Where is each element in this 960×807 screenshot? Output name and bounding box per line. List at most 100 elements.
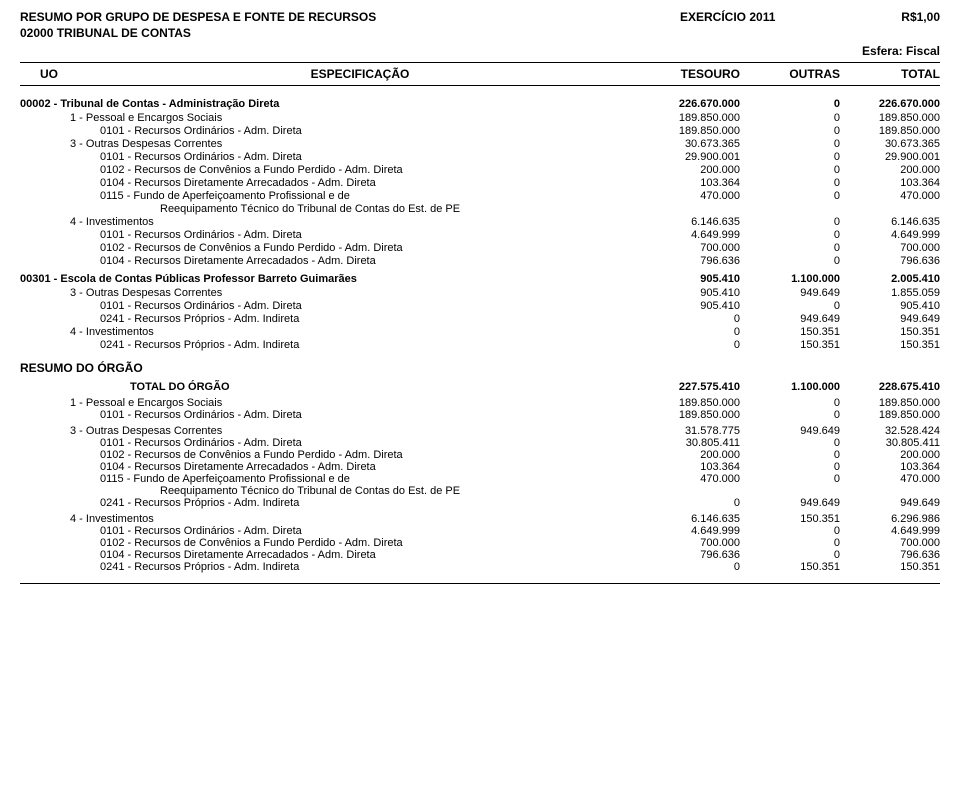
detail-label: 0104 - Recursos Diretamente Arrecadados …	[20, 461, 640, 473]
cell: 0	[740, 98, 840, 110]
cell: 0	[740, 229, 840, 241]
detail-row: 0115 - Fundo de Aperfeiçoamento Profissi…	[20, 190, 940, 202]
cell: 700.000	[640, 537, 740, 549]
cell: 0	[740, 112, 840, 124]
cell: 470.000	[640, 190, 740, 202]
group-row: 4 - Investimentos 6.146.635 150.351 6.29…	[20, 513, 940, 525]
detail-row: 0101 - Recursos Ordinários - Adm. Direta…	[20, 437, 940, 449]
detail-label: 0104 - Recursos Diretamente Arrecadados …	[20, 549, 640, 561]
cell: 0	[740, 437, 840, 449]
cell: 796.636	[840, 549, 940, 561]
cell: 949.649	[740, 287, 840, 299]
cell: 150.351	[840, 326, 940, 338]
cell: 103.364	[640, 177, 740, 189]
detail-label: 0104 - Recursos Diretamente Arrecadados …	[20, 177, 640, 189]
cell: 0	[740, 255, 840, 267]
group-row: 4 - Investimentos 6.146.635 0 6.146.635	[20, 216, 940, 228]
unit-00002: 00002 - Tribunal de Contas - Administraç…	[20, 98, 940, 110]
detail-row: 0104 - Recursos Diretamente Arrecadados …	[20, 255, 940, 267]
bottom-rule	[20, 583, 940, 584]
cell: 150.351	[840, 561, 940, 573]
cell: 0	[740, 537, 840, 549]
detail-label-cont: Reequipamento Técnico do Tribunal de Con…	[20, 485, 940, 497]
cell: 6.146.635	[640, 513, 740, 525]
detail-label: 0101 - Recursos Ordinários - Adm. Direta	[20, 229, 640, 241]
cell: 189.850.000	[840, 397, 940, 409]
cell: 700.000	[840, 537, 940, 549]
detail-row: 0102 - Recursos de Convênios a Fundo Per…	[20, 242, 940, 254]
cell: 0	[740, 449, 840, 461]
cell: 905.410	[640, 287, 740, 299]
detail-label: 0104 - Recursos Diretamente Arrecadados …	[20, 255, 640, 267]
cell: 200.000	[840, 164, 940, 176]
group-row: 3 - Outras Despesas Correntes 31.578.775…	[20, 425, 940, 437]
cell: 189.850.000	[640, 409, 740, 421]
cell: 949.649	[840, 497, 940, 509]
cell: 103.364	[640, 461, 740, 473]
esfera-label: Esfera: Fiscal	[20, 44, 940, 58]
cell: 200.000	[640, 164, 740, 176]
detail-row: 0241 - Recursos Próprios - Adm. Indireta…	[20, 497, 940, 509]
cell: 103.364	[840, 177, 940, 189]
group-row: 1 - Pessoal e Encargos Sociais 189.850.0…	[20, 112, 940, 124]
cell: 1.100.000	[740, 381, 840, 393]
cell: 470.000	[840, 190, 940, 202]
cell: 200.000	[640, 449, 740, 461]
detail-row: 0104 - Recursos Diretamente Arrecadados …	[20, 549, 940, 561]
detail-label: 0241 - Recursos Próprios - Adm. Indireta	[20, 561, 640, 573]
cell: 6.296.986	[840, 513, 940, 525]
detail-label: 0102 - Recursos de Convênios a Fundo Per…	[20, 164, 640, 176]
cell: 0	[740, 397, 840, 409]
cell: 796.636	[640, 549, 740, 561]
cell: 949.649	[740, 497, 840, 509]
cell: 189.850.000	[840, 409, 940, 421]
group-row: 1 - Pessoal e Encargos Sociais 189.850.0…	[20, 397, 940, 409]
detail-row: 0241 - Recursos Próprios - Adm. Indireta…	[20, 339, 940, 351]
group-label: 3 - Outras Despesas Correntes	[20, 138, 640, 150]
cell: 29.900.001	[840, 151, 940, 163]
group-row: 3 - Outras Despesas Correntes 905.410 94…	[20, 287, 940, 299]
cell: 949.649	[740, 425, 840, 437]
detail-label: 0102 - Recursos de Convênios a Fundo Per…	[20, 537, 640, 549]
title-left: RESUMO POR GRUPO DE DESPESA E FONTE DE R…	[20, 10, 680, 24]
col-tesouro: TESOURO	[640, 67, 740, 81]
detail-row: 0241 - Recursos Próprios - Adm. Indireta…	[20, 313, 940, 325]
cell: 6.146.635	[640, 216, 740, 228]
total-label: TOTAL DO ÓRGÃO	[20, 381, 640, 393]
cell: 200.000	[840, 449, 940, 461]
detail-label: 0101 - Recursos Ordinários - Adm. Direta	[20, 300, 640, 312]
cell: 0	[640, 497, 740, 509]
cell: 0	[740, 216, 840, 228]
detail-label: 0101 - Recursos Ordinários - Adm. Direta	[20, 125, 640, 137]
org-subtitle: 02000 TRIBUNAL DE CONTAS	[20, 26, 940, 40]
group-label: 4 - Investimentos	[20, 513, 640, 525]
detail-label: 0241 - Recursos Próprios - Adm. Indireta	[20, 313, 640, 325]
col-spec: ESPECIFICAÇÃO	[80, 67, 640, 81]
detail-label-cont: Reequipamento Técnico do Tribunal de Con…	[20, 203, 940, 215]
detail-row: 0102 - Recursos de Convênios a Fundo Per…	[20, 164, 940, 176]
cell: 6.146.635	[840, 216, 940, 228]
cell: 150.351	[740, 339, 840, 351]
detail-row: 0241 - Recursos Próprios - Adm. Indireta…	[20, 561, 940, 573]
detail-label: 0101 - Recursos Ordinários - Adm. Direta	[20, 409, 640, 421]
cell: 30.673.365	[640, 138, 740, 150]
cell: 32.528.424	[840, 425, 940, 437]
cell: 0	[740, 190, 840, 202]
cell: 4.649.999	[640, 525, 740, 537]
detail-row: 0101 - Recursos Ordinários - Adm. Direta…	[20, 229, 940, 241]
detail-label: 0101 - Recursos Ordinários - Adm. Direta	[20, 437, 640, 449]
cell: 189.850.000	[640, 397, 740, 409]
detail-label: 0115 - Fundo de Aperfeiçoamento Profissi…	[20, 190, 640, 202]
cell: 905.410	[840, 300, 940, 312]
cell: 0	[740, 125, 840, 137]
cell: 0	[740, 525, 840, 537]
detail-label: 0241 - Recursos Próprios - Adm. Indireta	[20, 497, 640, 509]
col-outras: OUTRAS	[740, 67, 840, 81]
group-label: 1 - Pessoal e Encargos Sociais	[20, 397, 640, 409]
report-title-row: RESUMO POR GRUPO DE DESPESA E FONTE DE R…	[20, 10, 940, 24]
detail-row: 0101 - Recursos Ordinários - Adm. Direta…	[20, 125, 940, 137]
unit-label: 00301 - Escola de Contas Públicas Profes…	[20, 273, 640, 285]
cell: 949.649	[840, 313, 940, 325]
cell: 0	[640, 561, 740, 573]
cell: 189.850.000	[840, 125, 940, 137]
